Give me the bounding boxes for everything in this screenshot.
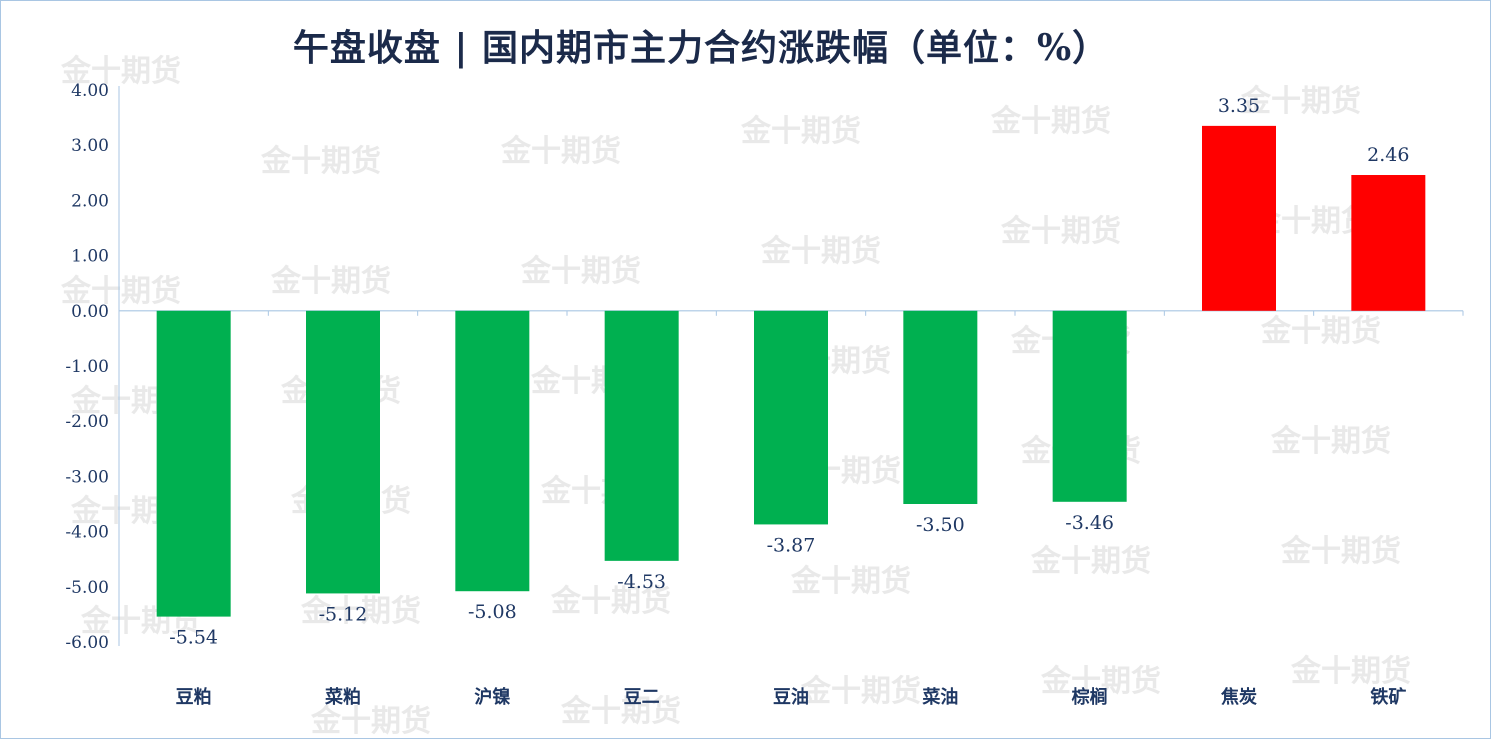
bar [306,310,380,594]
watermark-text: 金十期货 [1040,664,1161,699]
y-tick-label: 3.00 [71,136,109,156]
bar-value-label: -4.53 [617,571,666,593]
x-category-label: 沪镍 [474,686,510,708]
x-category-label: 豆粕 [176,686,212,708]
bar [604,310,679,561]
watermark-text: 金十期货 [1240,84,1361,119]
bar [455,310,530,592]
y-tick-label: -6.00 [65,633,109,653]
watermark-text: 金十期货 [1030,544,1151,579]
watermark-text: 金十期货 [990,104,1111,139]
x-category-label: 棕榈 [1072,686,1108,708]
y-tick-label: 0.00 [71,302,109,322]
y-tick-label: 4.00 [71,81,109,101]
watermark-text: 金十期货 [560,694,681,729]
watermark-text: 金十期货 [1290,654,1411,689]
watermark-text: 金十期货 [790,564,911,599]
bar [1052,310,1127,502]
watermark-text: 金十期货 [500,134,621,169]
watermark-text: 金十期货 [1280,534,1401,569]
bar [754,310,828,525]
watermark-text: 金十期货 [60,274,181,309]
bar [1351,175,1426,311]
y-tick-label: -2.00 [65,412,109,432]
bar-value-label: -5.12 [319,603,368,625]
data-labels: -5.54 -5.12 -5.08 -4.53 -3.87 -3.50 -3.46 3.35 2… [169,95,1409,649]
bar-value-label: -3.87 [767,534,816,556]
watermark-text: 金十期货 [740,114,861,149]
watermark-text: 金十期货 [550,584,671,619]
watermark-text: 金十期货 [1270,424,1391,459]
chart-title: 午盘收盘 | 国内期市主力合约涨跌幅（单位：%） [292,27,1110,69]
watermark-text: 金十期货 [800,674,921,709]
y-tick-label: -1.00 [65,357,109,377]
y-tick-label: -3.00 [65,467,109,487]
watermark-text: 金十期货 [760,234,881,269]
axis-layer: 4.00 3.00 2.00 1.00 0.00 -1.00 -2.00 -3.00 -4.00… [65,81,1464,708]
x-category-label: 菜油 [921,686,958,708]
x-category-label: 菜粕 [324,686,361,708]
bar [156,310,231,617]
bar-value-label: -5.54 [169,627,218,649]
watermark-text: 金十期货 [310,704,431,739]
bar-value-label: 2.46 [1367,144,1409,166]
watermark-text: 金十期货 [260,144,381,179]
bar [903,310,978,504]
y-tick-label: -4.00 [65,523,109,543]
bar [1202,125,1276,311]
x-category-label: 铁矿 [1370,686,1406,708]
watermark-text: 金十期货 [270,264,391,299]
x-category-label: 豆油 [773,686,809,708]
bar-value-label: -5.08 [468,601,517,623]
watermark-text: 金十期货 [300,594,421,629]
watermark-text: 金十期货 [1260,314,1381,349]
bar-value-label: 3.35 [1218,95,1260,117]
x-category-label: 焦炭 [1220,686,1257,708]
bars [156,125,1426,617]
y-tick-label: -5.00 [65,578,109,598]
bar-value-label: -3.50 [916,514,965,536]
watermark-text: 金十期货 [520,254,641,289]
watermark-text: 金十期货 [60,54,181,89]
x-category-label: 豆二 [624,687,660,708]
watermark-text: 金十期货 [1000,214,1121,249]
y-tick-label: 2.00 [71,191,109,211]
bar-value-label: -3.46 [1065,512,1114,534]
y-tick-label: 1.00 [71,247,109,267]
